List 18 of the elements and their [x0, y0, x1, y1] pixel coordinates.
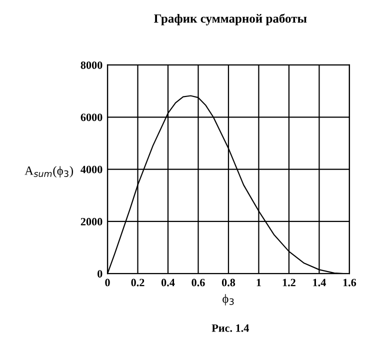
x-tick-label: 1.4: [313, 278, 326, 286]
y-tick-label: 6000: [80, 114, 102, 122]
y-tick-label: 0: [98, 270, 102, 278]
y-tick-label: 4000: [80, 166, 102, 174]
x-tick-label: 0.4: [161, 278, 175, 286]
x-tick-label: 1.6: [343, 278, 356, 286]
y-axis-title: A$_{sum}$(ϕ$_{3}$): [24, 166, 74, 178]
chart-title: График суммарной работы: [154, 14, 307, 26]
x-tick-label: 1.2: [282, 278, 296, 286]
text: Рис. 1.4: [212, 324, 249, 332]
x-tick-label: 0.8: [222, 278, 236, 286]
y-tick-label: 8000: [80, 61, 102, 69]
x-tick-label: 0.6: [192, 278, 205, 286]
x-tick-label: 1: [256, 278, 261, 286]
x-tick-label: 0: [105, 278, 110, 286]
x-tick-label: 0.2: [131, 278, 144, 286]
x-axis-title: ϕ$_{3}$: [222, 294, 234, 306]
y-tick-label: 2000: [80, 218, 102, 226]
